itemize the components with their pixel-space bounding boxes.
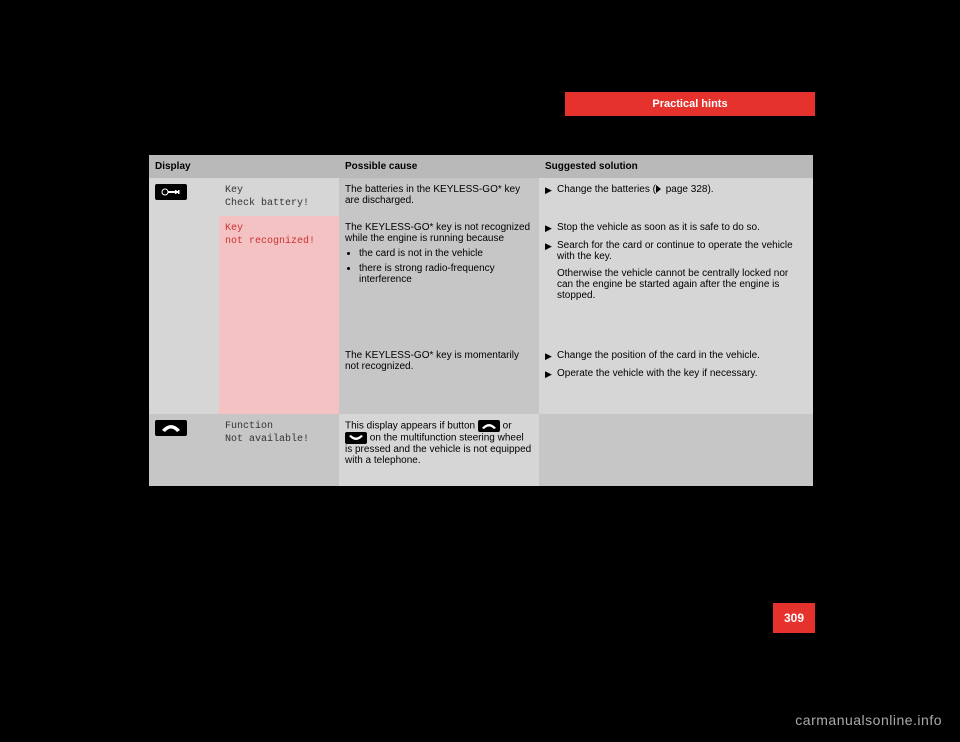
msg-line2: not recognized! xyxy=(225,235,333,248)
arrow-icon: ▶ xyxy=(545,350,557,362)
header-tab-text: Practical hints xyxy=(652,98,727,110)
cell-icon xyxy=(149,414,219,486)
page-number: 309 xyxy=(773,603,815,633)
msg-line1: Key xyxy=(225,184,333,197)
phone-pickup-icon xyxy=(478,420,500,432)
solution-text: Operate the vehicle with the key if nece… xyxy=(557,368,807,380)
cell-message: Key Check battery! xyxy=(219,178,339,216)
cell-icon-empty xyxy=(149,216,219,344)
cause-bullets: the card is not in the vehicle there is … xyxy=(345,248,533,285)
cell-icon-empty xyxy=(149,344,219,414)
arrow-icon: ▶ xyxy=(545,240,557,301)
solution-text: Search for the card or continue to opera… xyxy=(557,240,807,301)
header-tab: Practical hints xyxy=(565,92,815,116)
cause-bullet: there is strong radio-frequency interfer… xyxy=(359,263,533,285)
cell-solution-empty xyxy=(539,414,813,486)
key-icon xyxy=(155,184,187,200)
cell-icon xyxy=(149,178,219,216)
phone-icon xyxy=(155,420,187,436)
cell-solution: ▶ Change the position of the card in the… xyxy=(539,344,813,414)
msg-line2: Not available! xyxy=(225,433,333,446)
arrow-icon: ▶ xyxy=(545,368,557,380)
cell-solution: ▶ Stop the vehicle as soon as it is safe… xyxy=(539,216,813,344)
cell-cause: The KEYLESS-GO* key is not recognized wh… xyxy=(339,216,539,344)
header-cause: Possible cause xyxy=(339,155,539,178)
header-display: Display xyxy=(149,155,219,178)
table-row: The KEYLESS-GO* key is momentarily not r… xyxy=(149,344,813,414)
ref-arrow-icon xyxy=(656,185,661,193)
cause-intro: The KEYLESS-GO* key is not recognized wh… xyxy=(345,222,533,244)
solution-text: Change the batteries ( page 328). xyxy=(557,184,807,196)
solution-text: Change the position of the card in the v… xyxy=(557,350,807,362)
table-row: Function Not available! This display app… xyxy=(149,414,813,486)
cell-cause: This display appears if button or on the… xyxy=(339,414,539,486)
msg-line2: Check battery! xyxy=(225,197,333,210)
header-solution: Suggested solution xyxy=(539,155,813,178)
cell-message: Function Not available! xyxy=(219,414,339,486)
cause-bullet: the card is not in the vehicle xyxy=(359,248,533,259)
msg-line1: Key xyxy=(225,222,333,235)
arrow-icon: ▶ xyxy=(545,184,557,196)
troubleshooting-table: Display Possible cause Suggested solutio… xyxy=(149,155,813,486)
cell-solution: ▶ Change the batteries ( page 328). xyxy=(539,178,813,216)
table-row: Key Check battery! The batteries in the … xyxy=(149,178,813,216)
solution-text: Stop the vehicle as soon as it is safe t… xyxy=(557,222,807,234)
solution-extra: Otherwise the vehicle cannot be centrall… xyxy=(557,268,807,301)
watermark: carmanualsonline.info xyxy=(795,712,942,728)
header-display-spacer xyxy=(219,155,339,178)
cell-message-empty xyxy=(219,344,339,414)
arrow-icon: ▶ xyxy=(545,222,557,234)
table-header-row: Display Possible cause Suggested solutio… xyxy=(149,155,813,178)
phone-hangup-icon xyxy=(345,432,367,444)
cell-cause: The KEYLESS-GO* key is momentarily not r… xyxy=(339,344,539,414)
cell-message: Key not recognized! xyxy=(219,216,339,344)
table-row: Key not recognized! The KEYLESS-GO* key … xyxy=(149,216,813,344)
msg-line1: Function xyxy=(225,420,333,433)
cell-cause: The batteries in the KEYLESS-GO* key are… xyxy=(339,178,539,216)
